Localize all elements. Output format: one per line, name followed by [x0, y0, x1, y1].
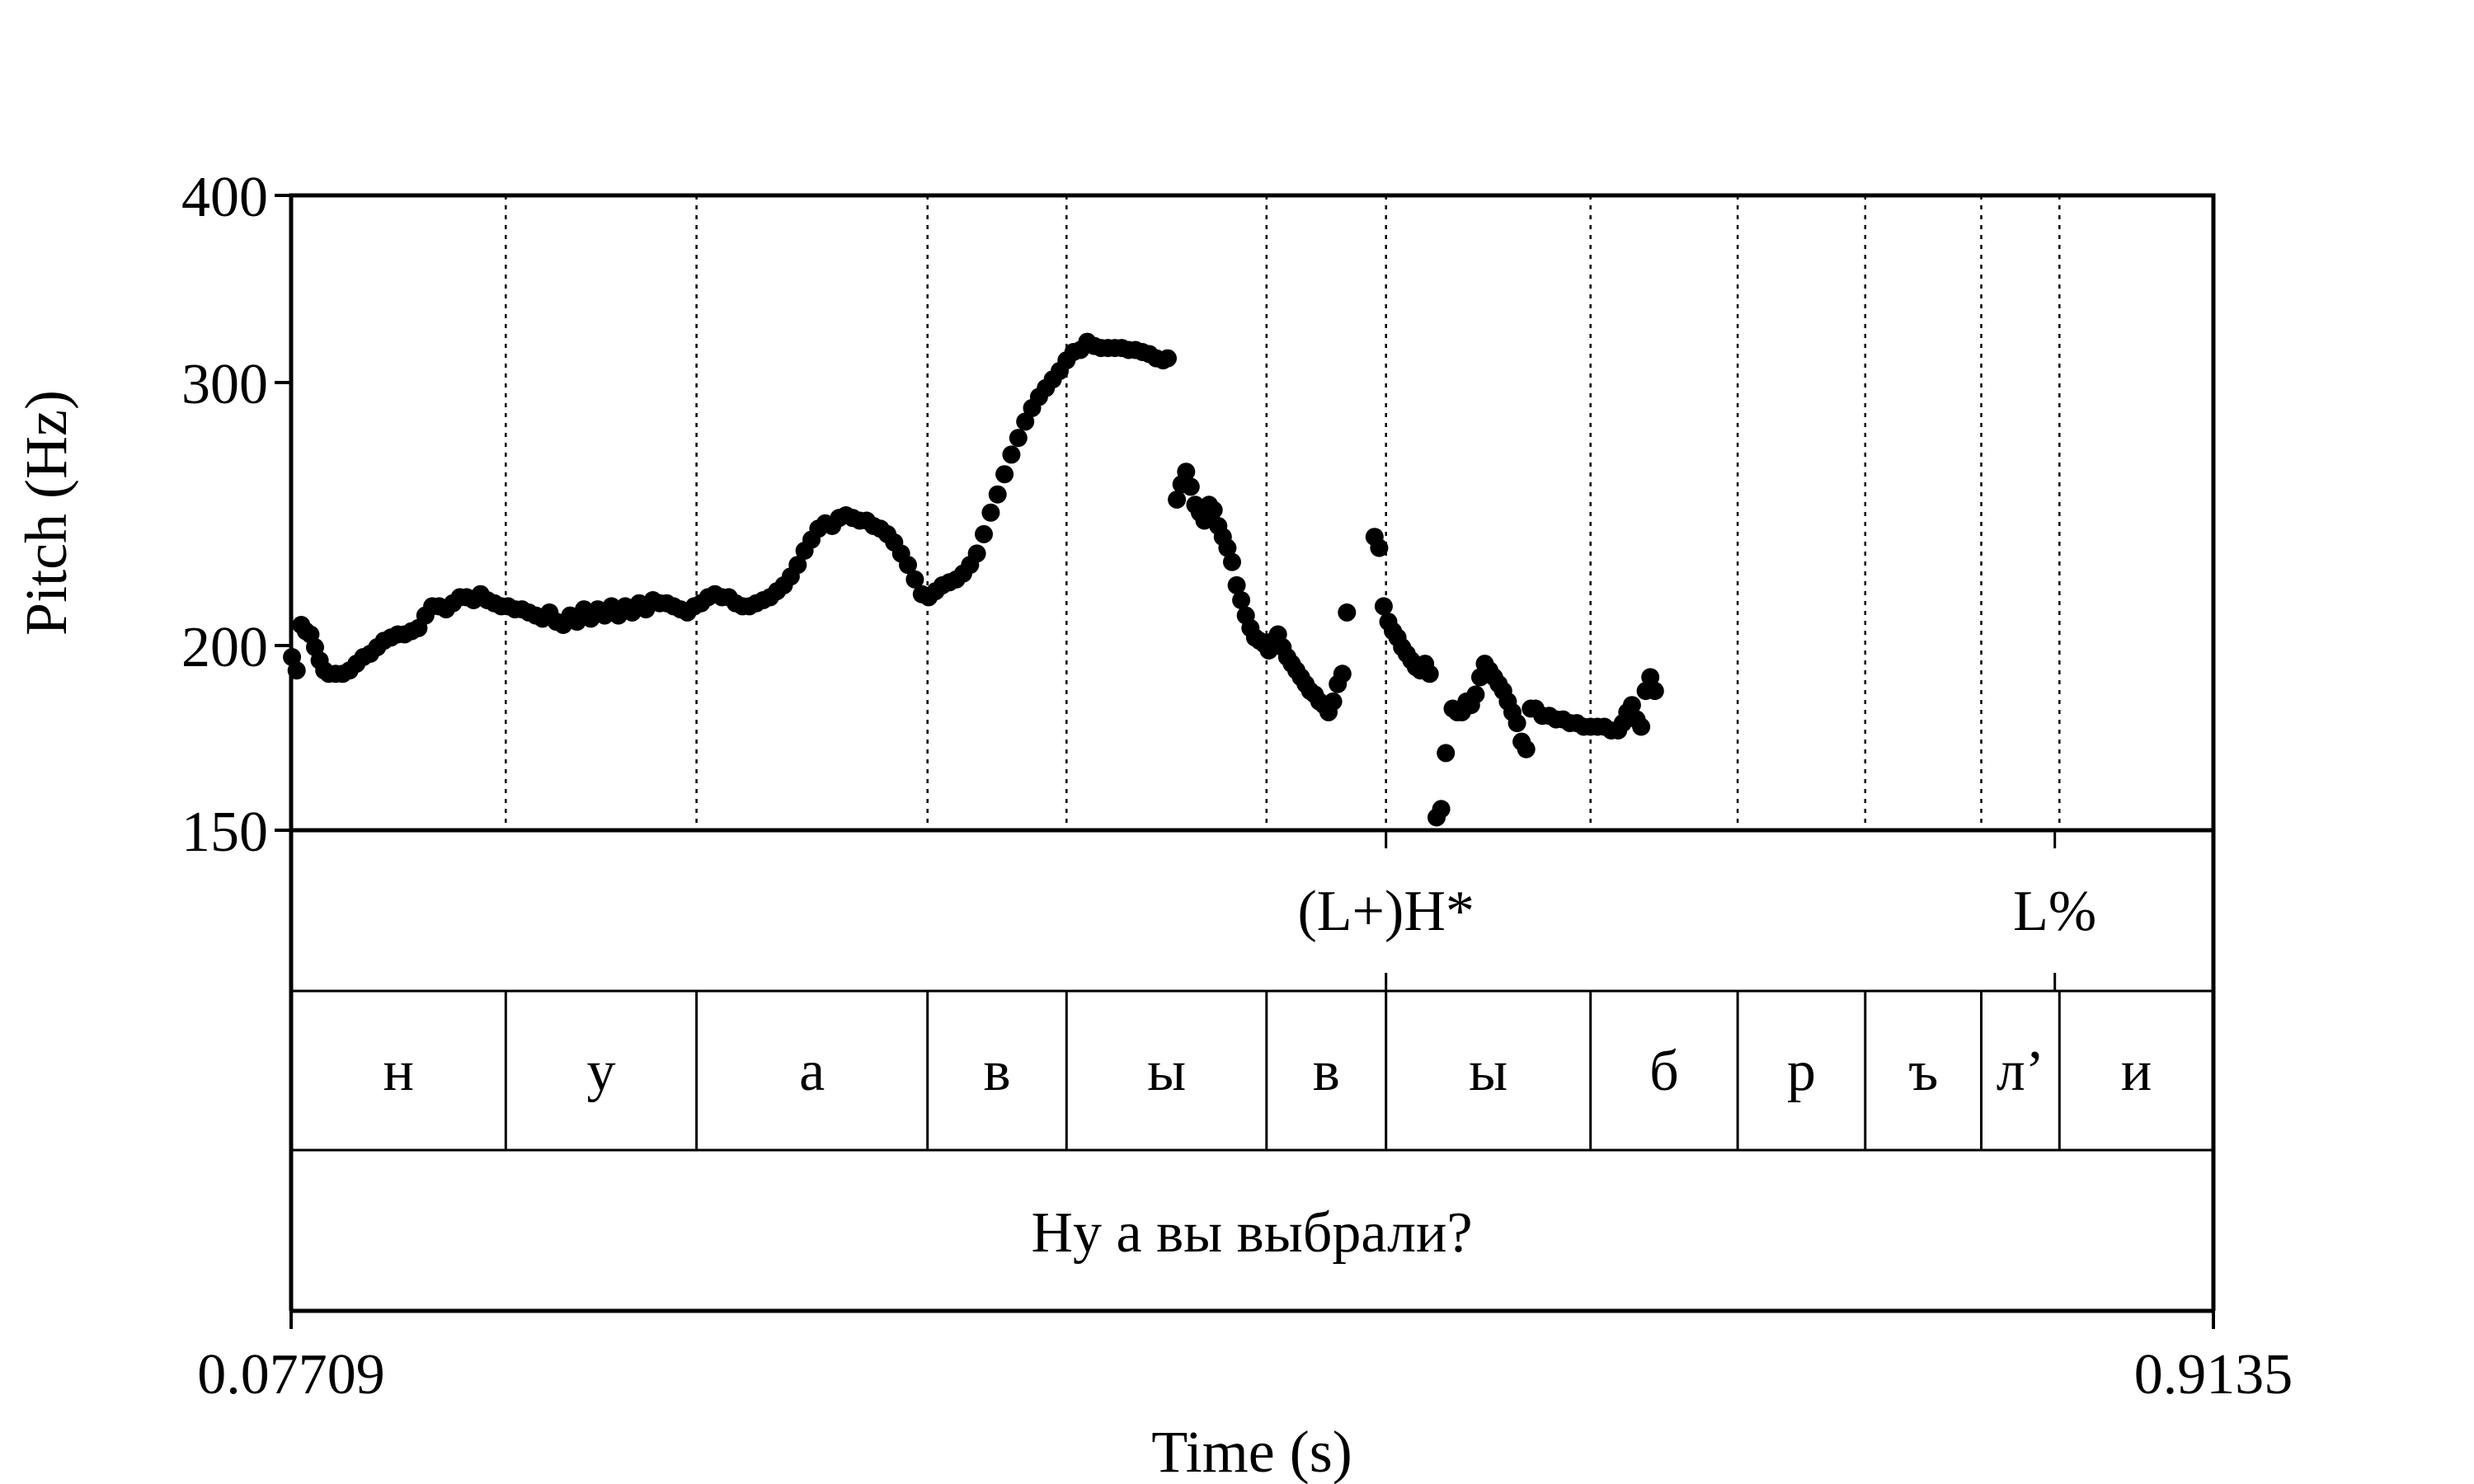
- x-axis-title: Time (s): [1151, 1419, 1352, 1484]
- pitch-point: [1218, 538, 1237, 557]
- pitch-point: [1159, 349, 1177, 368]
- pitch-point: [981, 503, 1000, 522]
- y-tick-label-200: 200: [181, 616, 268, 679]
- pitch-point: [1002, 445, 1021, 464]
- sentence-label: Ну а вы выбрали?: [1031, 1201, 1472, 1265]
- pitch-point: [1507, 714, 1526, 733]
- pitch-point: [1374, 597, 1393, 616]
- pitch-point: [1333, 665, 1352, 683]
- segment-label: н: [383, 1040, 413, 1103]
- segment-label: ы: [1469, 1040, 1507, 1103]
- segment-label: р: [1787, 1040, 1816, 1103]
- pitch-point: [995, 465, 1014, 484]
- pitch-point: [1517, 740, 1536, 758]
- pitch-point: [1204, 500, 1223, 519]
- pitch-point: [899, 556, 917, 575]
- segment-label: и: [2121, 1040, 2152, 1103]
- y-tick-label-400: 400: [181, 166, 268, 229]
- tone-tier: (L+)H* L%: [1297, 830, 2096, 991]
- pitch-point: [1338, 603, 1357, 622]
- pitch-point: [1016, 412, 1035, 431]
- pitch-point: [1324, 692, 1343, 711]
- segment-label: в: [1313, 1040, 1340, 1103]
- pitch-point: [988, 485, 1007, 504]
- pitch-point: [788, 556, 807, 575]
- pitch-point: [905, 570, 924, 589]
- segment-label: у: [587, 1040, 616, 1103]
- pitch-point: [1181, 477, 1200, 496]
- segment-label: в: [983, 1040, 1010, 1103]
- pitch-point: [1420, 665, 1439, 683]
- x-tick-label-start: 0.07709: [197, 1343, 385, 1407]
- tone-label: (L+)H*: [1297, 880, 1474, 943]
- pitch-point: [1432, 800, 1451, 819]
- pitch-point: [1009, 429, 1028, 448]
- pitch-point: [967, 544, 986, 563]
- pitch-point: [1641, 668, 1660, 687]
- pitch-point: [1466, 685, 1485, 704]
- pitch-point: [975, 524, 993, 543]
- segment-label: л’: [1997, 1040, 2044, 1103]
- y-axis-title: Pitch (Hz): [13, 390, 79, 636]
- segment-label: ы: [1147, 1040, 1186, 1103]
- pitch-point: [1370, 538, 1389, 557]
- y-tick-label-150: 150: [181, 801, 268, 864]
- pitch-point: [1645, 682, 1664, 701]
- pitch-point: [1223, 552, 1241, 571]
- segment-label: ъ: [1908, 1040, 1938, 1103]
- pitch-boundary-lines: [505, 195, 2061, 830]
- pitch-point: [1622, 696, 1641, 715]
- pitch-panel-frame: [289, 193, 2216, 833]
- segment-label: б: [1649, 1040, 1679, 1103]
- pitch-point: [1227, 575, 1246, 594]
- pitch-points: [283, 332, 1664, 827]
- pitch-point: [1168, 491, 1187, 509]
- pitch-point: [1177, 463, 1196, 481]
- y-tick-label-300: 300: [181, 353, 268, 416]
- segment-label: а: [799, 1040, 825, 1103]
- pitch-point: [1437, 744, 1456, 763]
- pitch-point: [1232, 591, 1251, 609]
- pitch-point: [1632, 717, 1651, 736]
- segment-tier: н у а в ы в ы б р ъ л’ и: [383, 991, 2152, 1150]
- x-tick-label-end: 0.9135: [2134, 1343, 2293, 1407]
- tone-label: L%: [2013, 880, 2096, 943]
